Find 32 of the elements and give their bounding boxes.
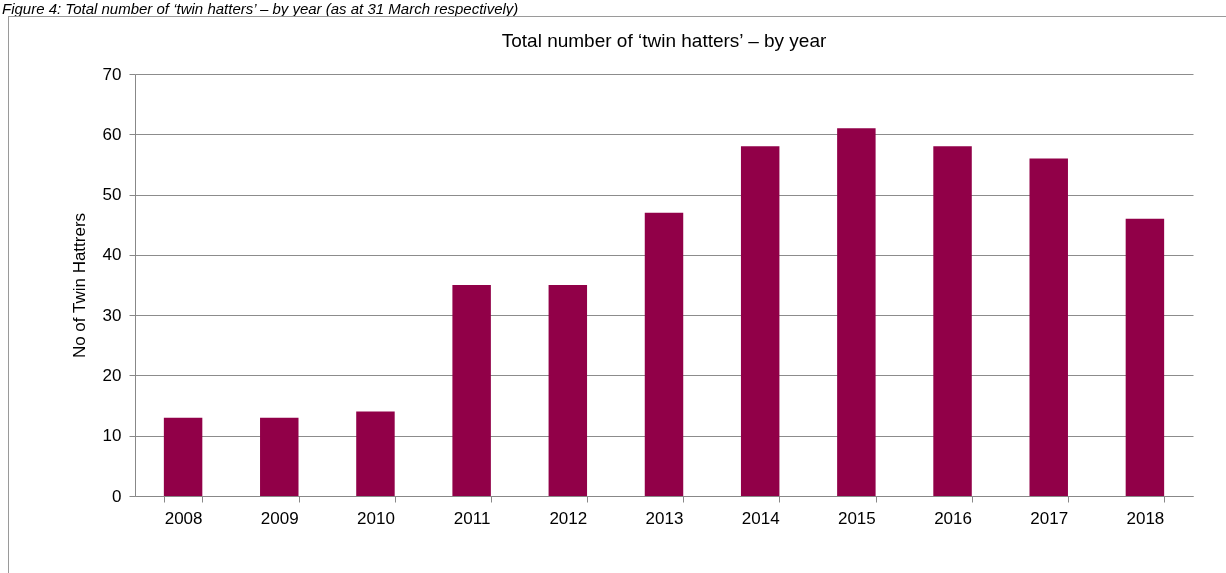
y-tick-label: 30 (102, 305, 122, 325)
bar (933, 146, 972, 496)
x-tick-label: 2012 (549, 508, 588, 528)
y-tick-label: 60 (102, 124, 122, 144)
bar (260, 417, 299, 496)
bar (356, 411, 395, 496)
x-tick-label: 2013 (645, 508, 684, 528)
x-tick-label: 2008 (164, 508, 203, 528)
bar (1125, 218, 1165, 496)
y-tick-label: 40 (102, 245, 122, 265)
x-tick-label: 2016 (934, 508, 972, 528)
x-tick-label: 2009 (260, 508, 299, 528)
x-tick-label: 2015 (837, 508, 876, 528)
bar (163, 417, 203, 496)
bar (644, 212, 684, 496)
x-tick-label: 2018 (1126, 508, 1165, 528)
y-tick-label: 70 (102, 64, 122, 84)
chart-title: Total number of ‘twin hatters’ – by year (501, 30, 827, 51)
x-tick-label: 2014 (741, 508, 780, 528)
y-axis-title: No of Twin Hattrers (69, 212, 89, 359)
bar (837, 128, 876, 496)
bar (1029, 158, 1068, 496)
bar (740, 146, 780, 496)
y-tick-label: 10 (102, 426, 122, 446)
bar (452, 285, 491, 496)
y-tick-label: 50 (102, 185, 122, 205)
x-tick-label: 2011 (453, 508, 491, 528)
bar (548, 285, 588, 496)
x-tick-label: 2017 (1030, 508, 1069, 528)
x-tick-label: 2010 (357, 508, 395, 528)
y-tick-label: 0 (112, 486, 122, 506)
y-tick-label: 20 (102, 365, 122, 385)
